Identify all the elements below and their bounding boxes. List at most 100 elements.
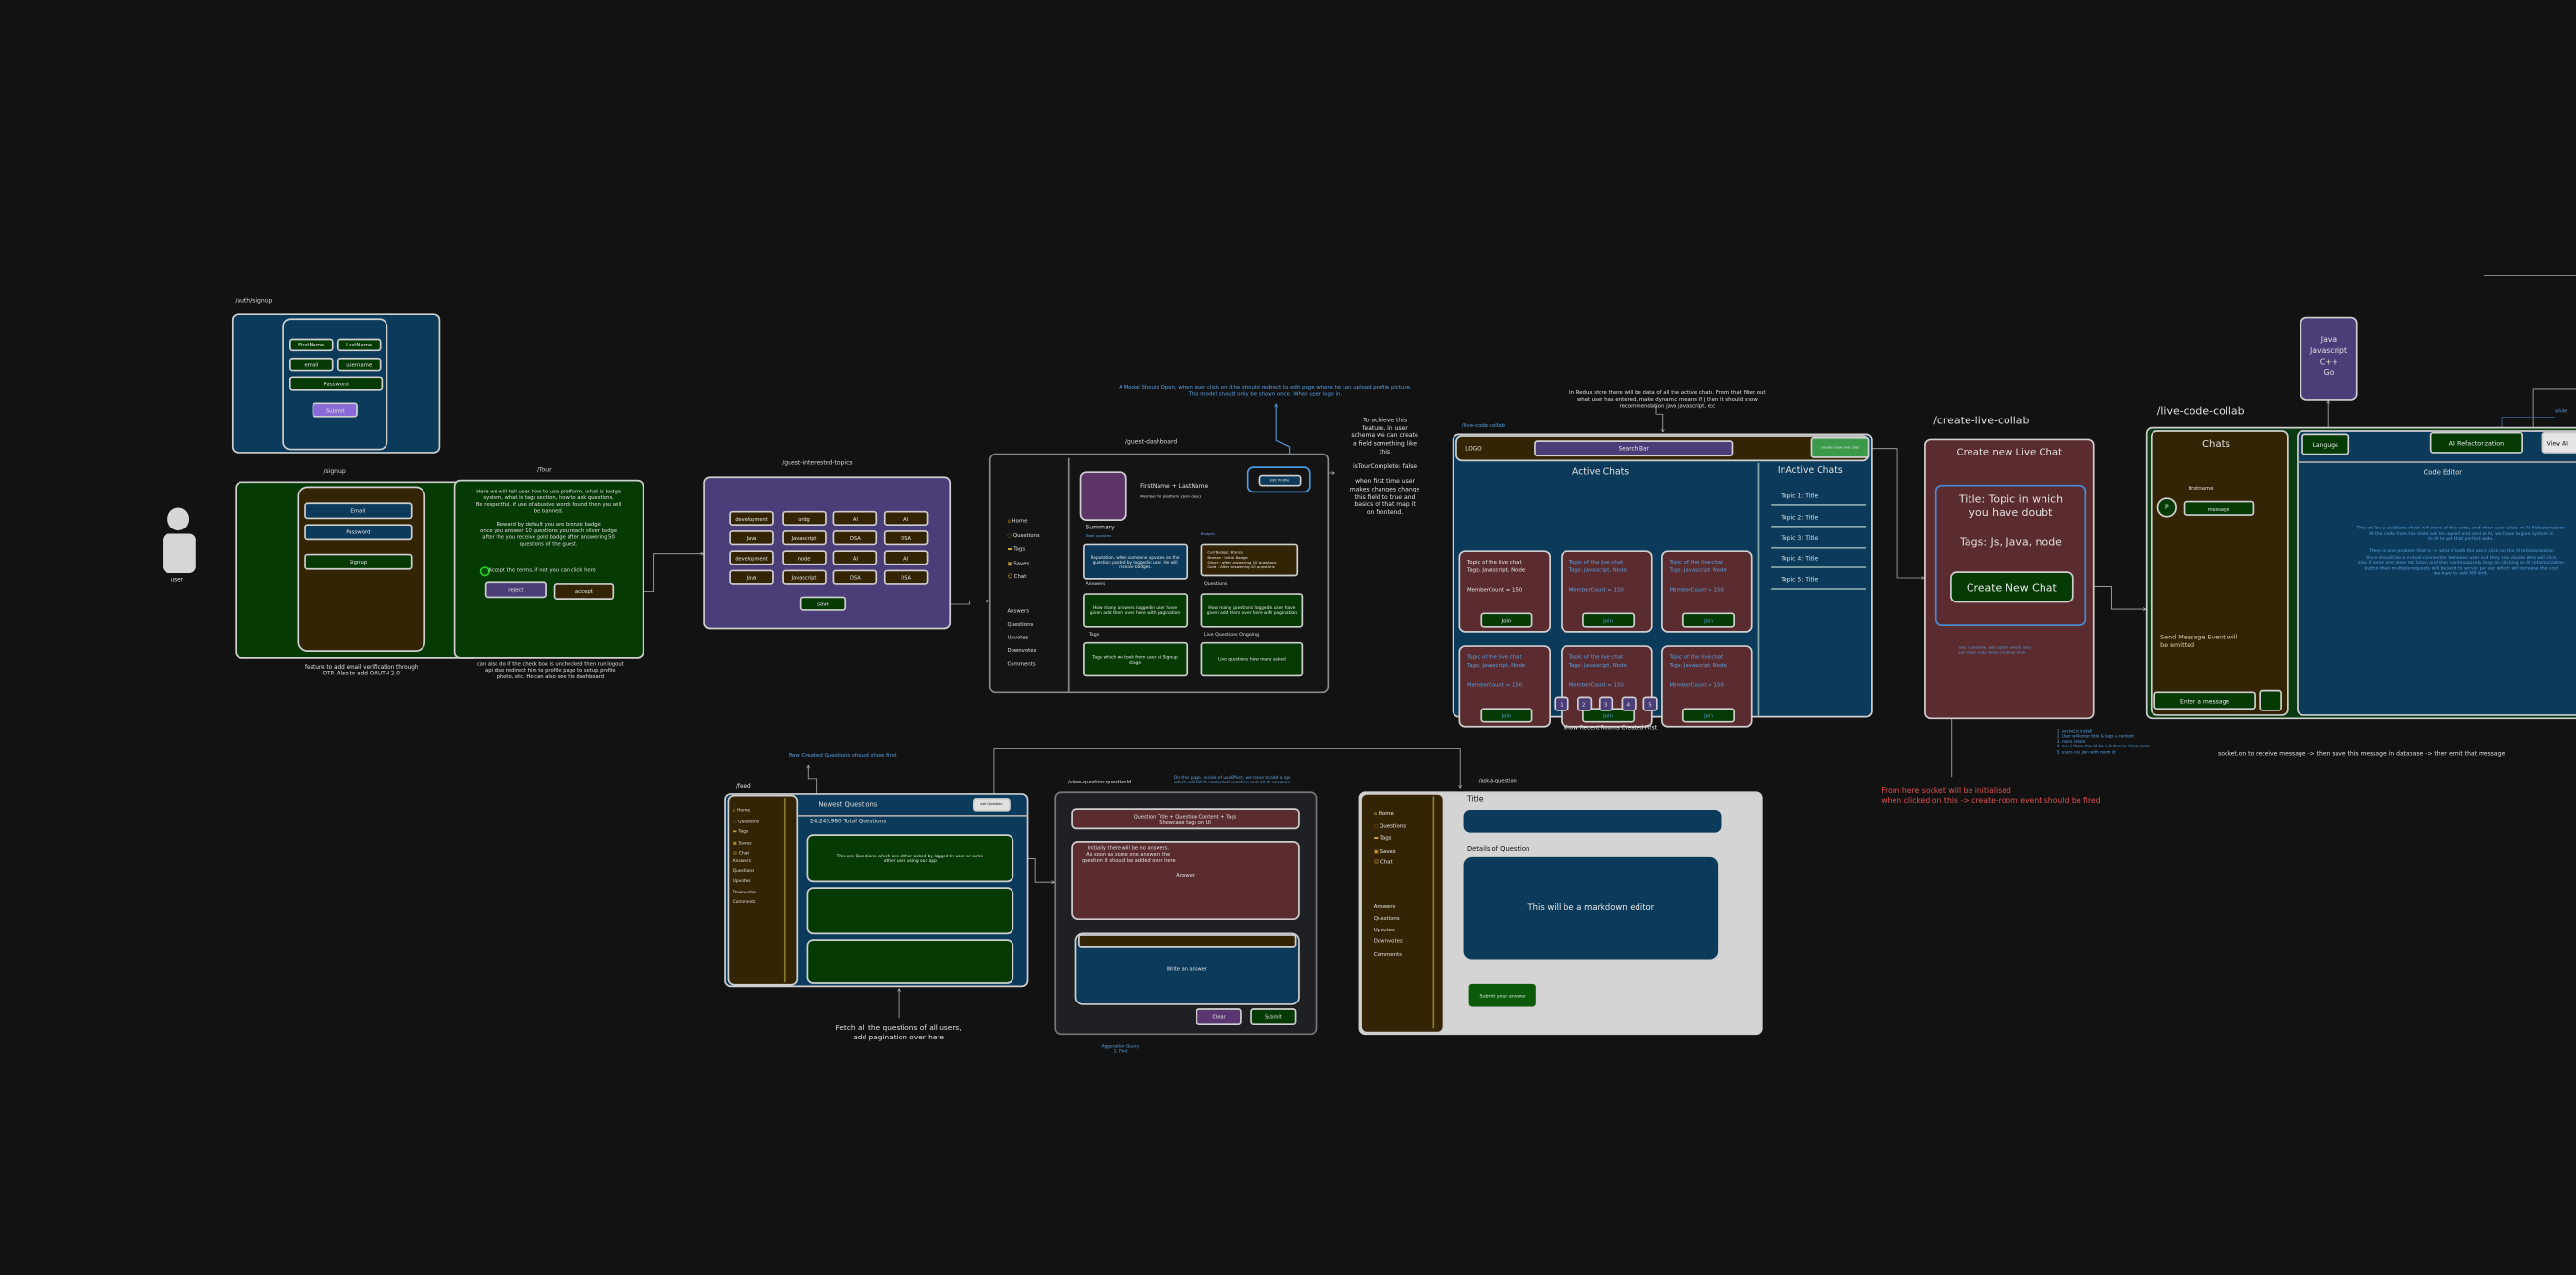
first-name-field[interactable]: FirstName [289, 338, 334, 352]
sidebar-item-questions[interactable]: ◌ Questions [1374, 822, 1406, 829]
join-button[interactable]: Join [1480, 612, 1533, 628]
signup-password-field[interactable]: Password [304, 524, 413, 541]
create-live-chat-button[interactable]: Create new live chat [1810, 436, 1870, 458]
page-button[interactable]: 5 [1642, 696, 1658, 711]
sidebar-item-tags[interactable]: ▬ Tags [733, 829, 749, 834]
chat-tags-field[interactable]: Tags: Js, Java, node [1960, 535, 2062, 549]
topic-chip[interactable]: AI [832, 510, 878, 526]
clear-button[interactable]: Clear [1196, 1008, 1242, 1025]
sidebar-item-home[interactable]: ⌂ Home [1374, 810, 1394, 817]
ai-refactorization-button[interactable]: AI Refactorization [2429, 431, 2523, 454]
topic-chip[interactable]: development [729, 510, 774, 526]
sidebar-item-home[interactable]: ⌂ Home [1007, 518, 1027, 525]
signup-email-field[interactable]: Email [304, 502, 413, 520]
topic-chip[interactable]: Java [729, 530, 774, 546]
password-field[interactable]: Password [289, 376, 384, 391]
sidebar-stat-questions[interactable]: Questions [732, 868, 754, 875]
sidebar-item-tags[interactable]: ▬ Tags [1007, 545, 1025, 552]
search-bar[interactable]: Search Bar [1534, 440, 1734, 457]
last-name-field[interactable]: LastName [336, 338, 382, 352]
topic-chip[interactable]: AI [883, 550, 929, 565]
signup-button[interactable]: Signup [304, 553, 413, 570]
inactive-chat-item[interactable]: Topic 1: Title [1781, 492, 1819, 499]
answer-editor-toolbar[interactable] [1078, 934, 1297, 948]
sidebar-stat-answers[interactable]: Answers [732, 858, 752, 864]
sidebar-item-saves[interactable]: ▣ Saves [1374, 847, 1396, 854]
sidebar-stat-upvotes[interactable]: Upvotes [732, 879, 751, 885]
sidebar-item-saves[interactable]: ▣ Saves [1007, 560, 1029, 566]
save-topics-button[interactable]: save [799, 596, 847, 611]
question-card[interactable]: This are Questions which are either aske… [806, 834, 1014, 883]
submit-answer-button[interactable]: Submit [1250, 1008, 1297, 1025]
topic-chip[interactable]: DSA [883, 569, 929, 585]
page-button[interactable]: 1 [1554, 696, 1569, 711]
sidebar-stat-upvotes[interactable]: Upvotes [1007, 634, 1029, 641]
title-input[interactable] [1463, 809, 1722, 833]
inactive-chat-item[interactable]: Topic 2: Title [1781, 513, 1819, 521]
accept-terms-checkbox[interactable] [479, 566, 490, 577]
signup-note: feature to add email verification throug… [304, 663, 419, 677]
create-new-chat-button[interactable]: Create New Chat [1950, 571, 2074, 603]
topic-chip[interactable]: ordg [782, 510, 827, 526]
topic-chip[interactable]: DSA [832, 530, 878, 546]
page-button[interactable]: 2 [1576, 696, 1592, 711]
accept-button[interactable]: accept [553, 583, 615, 600]
topic-chip[interactable]: DSA [883, 530, 929, 546]
sidebar-item-chat[interactable]: ☺ Chat [1007, 573, 1026, 580]
view-ai-button[interactable]: View AI [2541, 431, 2576, 454]
question-card[interactable] [806, 939, 1014, 984]
join-button[interactable]: Join [1682, 612, 1735, 628]
topic-chip[interactable]: node [782, 550, 827, 565]
reject-button[interactable]: reject [484, 581, 547, 599]
page-button[interactable]: 3 [1598, 696, 1614, 711]
markdown-editor[interactable]: This will be a markdown editor [1463, 856, 1719, 960]
tags-card[interactable]: Tags which we took from user at Signup s… [1083, 641, 1189, 677]
sidebar-stat-questions[interactable]: Questions [1373, 915, 1400, 922]
question-card[interactable] [806, 887, 1014, 935]
sidebar-item-home[interactable]: ⌂ Home [733, 808, 750, 813]
join-button[interactable]: Join [1480, 708, 1533, 723]
topic-chip[interactable]: Javascript [782, 569, 827, 585]
sidebar-stat-upvotes[interactable]: Upvotes [1373, 927, 1395, 933]
answers-card[interactable]: How many answers loggedin user have give… [1083, 593, 1189, 628]
ask-question-button[interactable]: Ask Question [973, 798, 1011, 812]
live-questions-card[interactable]: Live questions how many asked [1200, 641, 1304, 677]
sidebar-stat-questions[interactable]: Questions [1007, 620, 1034, 628]
sidebar-stat-answers[interactable]: Answers [1007, 607, 1030, 615]
sidebar-stat-downvotes[interactable]: Downvotes [1373, 938, 1403, 945]
sidebar-stat-downvotes[interactable]: Downvotes [1007, 647, 1037, 654]
message-input[interactable]: Enter a message [2153, 691, 2256, 710]
page-button[interactable]: 4 [1620, 696, 1636, 711]
sidebar-item-questions[interactable]: ◌ Questions [733, 819, 759, 823]
sidebar-stat-answers[interactable]: Answers [1373, 903, 1396, 910]
submit-question-button[interactable]: Submit your answer [1468, 983, 1536, 1007]
inactive-chat-item[interactable]: Topic 5: Title [1781, 576, 1819, 584]
submit-button[interactable]: Submit [312, 402, 358, 418]
inactive-chat-item[interactable]: Topic 3: Title [1781, 534, 1819, 542]
join-button[interactable]: Join [1682, 708, 1735, 723]
topic-chip[interactable]: AI [883, 510, 929, 526]
join-button[interactable]: Join [1582, 612, 1636, 628]
chat-title-field[interactable]: Title: Topic in which you have doubt [1958, 492, 2064, 519]
sidebar-stat-comments[interactable]: Comments [1373, 950, 1402, 957]
sidebar-item-chat[interactable]: ☺ Chat [733, 851, 750, 856]
email-field[interactable]: email [289, 357, 334, 372]
topic-chip[interactable]: DSA [832, 569, 878, 585]
sidebar-item-questions[interactable]: ◌ Questions [1007, 531, 1039, 538]
language-button[interactable]: Languge [2301, 433, 2350, 455]
topic-chip[interactable]: Java [729, 569, 774, 585]
sidebar-item-tags[interactable]: ▬ Tags [1374, 834, 1392, 841]
questions-card[interactable]: How many questions loggedin user have gi… [1200, 593, 1304, 628]
sidebar-item-saves[interactable]: ▣ Saves [733, 840, 752, 845]
edit-profile-button[interactable]: Edit Profile [1258, 474, 1302, 487]
sidebar-item-chat[interactable]: ☺ Chat [1374, 859, 1393, 866]
inactive-chat-item[interactable]: Topic 4: Title [1781, 556, 1819, 563]
username-field[interactable]: username [336, 357, 382, 372]
send-button[interactable] [2259, 689, 2282, 711]
topic-chip[interactable]: Javascript [782, 530, 827, 546]
topic-chip[interactable]: development [729, 550, 774, 565]
sidebar-stat-downvotes[interactable]: Downvotes [732, 889, 756, 894]
sidebar-stat-comments[interactable]: Comments [1007, 660, 1036, 668]
sidebar-stat-comments[interactable]: Comments [732, 899, 756, 905]
topic-chip[interactable]: AI [832, 550, 878, 565]
